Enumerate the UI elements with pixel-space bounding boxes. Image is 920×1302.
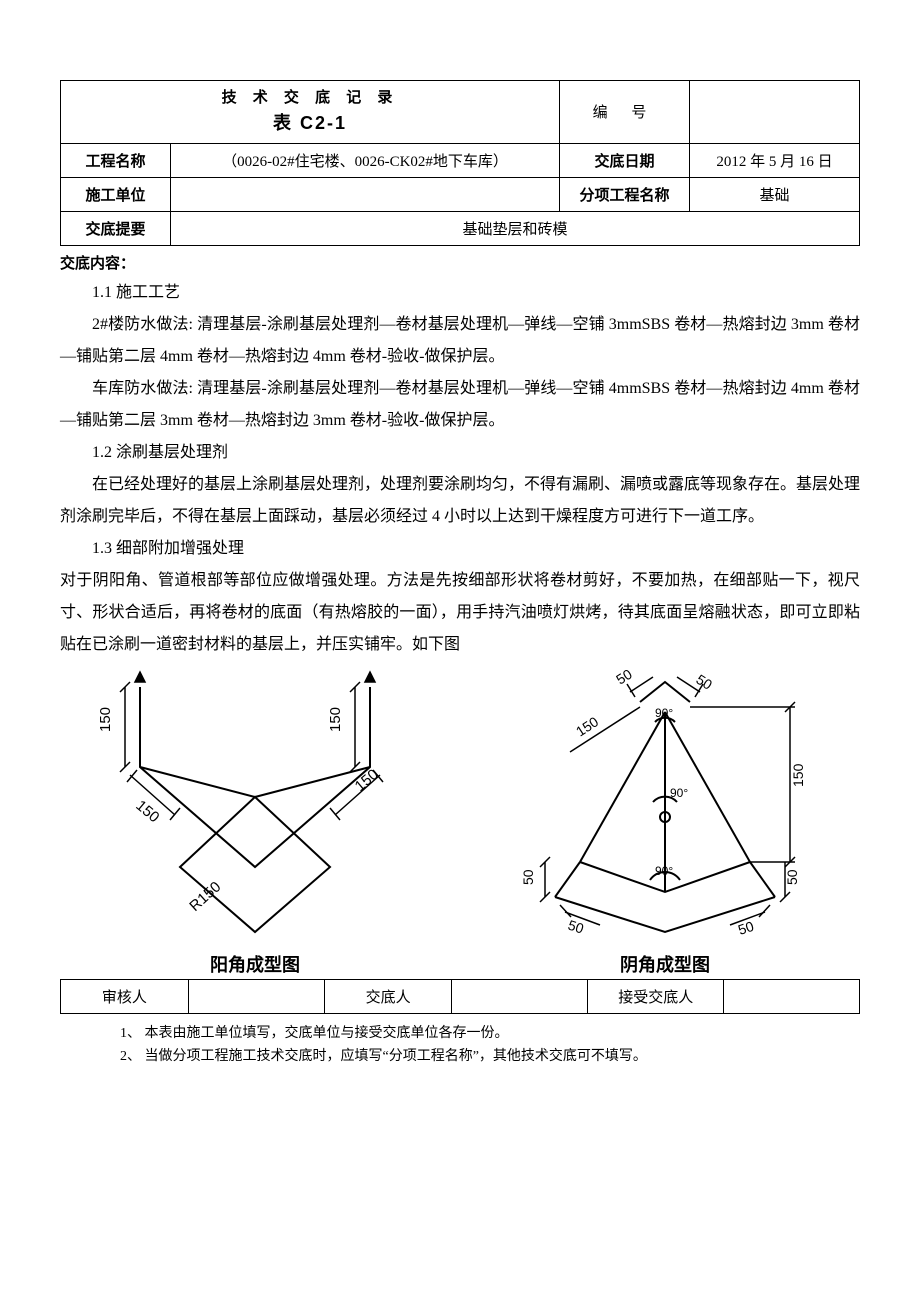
yangjiao-svg: 150 150 150 150 R150 bbox=[80, 667, 430, 947]
sign-table: 审核人 交底人 接受交底人 bbox=[60, 979, 860, 1014]
dim-r-50-lv: 50 bbox=[520, 869, 536, 885]
dim-150-dl: 150 bbox=[132, 797, 162, 826]
p-xibu: 对于阴阳角、管道根部等部位应做增强处理。方法是先按细部形状将卷材剪好，不要加热，… bbox=[60, 565, 860, 661]
dim-r-150-l: 150 bbox=[573, 713, 601, 739]
bianhao-label: 编 号 bbox=[560, 81, 690, 144]
sign-col-5 bbox=[724, 979, 860, 1013]
page: 技 术 交 底 记 录 表 C2-1 编 号 工程名称 （0026-02#住宅楼… bbox=[60, 80, 860, 1069]
p-1-1: 1.1 施工工艺 bbox=[60, 277, 860, 309]
row1-value2: 基础 bbox=[690, 177, 860, 211]
content-body: 1.1 施工工艺 2#楼防水做法: 清理基层-涂刷基层处理剂—卷材基层处理机—弹… bbox=[60, 277, 860, 661]
diagram-yangjiao: 150 150 150 150 R150 阳角成型图 bbox=[60, 667, 450, 977]
sign-col-1 bbox=[188, 979, 324, 1013]
content-label: 交底内容： bbox=[60, 252, 860, 273]
ang-90-1: 90° bbox=[655, 706, 673, 720]
row0-label2: 交底日期 bbox=[560, 143, 690, 177]
p-1-3: 1.3 细部附加增强处理 bbox=[60, 533, 860, 565]
tiyao-label: 交底提要 bbox=[61, 211, 171, 245]
yangjiao-caption: 阳角成型图 bbox=[60, 951, 450, 977]
header-table: 技 术 交 底 记 录 表 C2-1 编 号 工程名称 （0026-02#住宅楼… bbox=[60, 80, 860, 246]
p-cheku: 车库防水做法: 清理基层-涂刷基层处理剂—卷材基层处理机—弹线—空铺 4mmSB… bbox=[60, 373, 860, 437]
sign-col-2: 交底人 bbox=[324, 979, 452, 1013]
bianhao-value bbox=[690, 81, 860, 144]
doc-title: 技 术 交 底 记 录 bbox=[222, 89, 399, 106]
notes: 1、 本表由施工单位填写，交底单位与接受交底单位各存一份。 2、 当做分项工程施… bbox=[60, 1022, 860, 1070]
dim-150-r: 150 bbox=[327, 706, 344, 731]
row1-value bbox=[171, 177, 560, 211]
p-tubrush: 在已经处理好的基层上涂刷基层处理剂，处理剂要涂刷均匀，不得有漏刷、漏喷或露底等现… bbox=[60, 469, 860, 533]
doc-subtitle: 表 C2-1 bbox=[69, 110, 551, 137]
ang-90-3: 90° bbox=[655, 864, 673, 878]
row0-value2: 2012 年 5 月 16 日 bbox=[690, 143, 860, 177]
yinjiao-svg: 50 50 150 150 50 50 50 50 90° 90° 90° bbox=[485, 667, 845, 947]
row1-label: 施工单位 bbox=[61, 177, 171, 211]
dim-r-50-rv: 50 bbox=[784, 869, 800, 885]
p-1-2: 1.2 涂刷基层处理剂 bbox=[60, 437, 860, 469]
title-cell: 技 术 交 底 记 录 表 C2-1 bbox=[61, 81, 560, 144]
dim-150-l: 150 bbox=[97, 706, 114, 731]
tiyao-value: 基础垫层和砖模 bbox=[171, 211, 860, 245]
note-2: 2、 当做分项工程施工技术交底时，应填写“分项工程名称”，其他技术交底可不填写。 bbox=[120, 1045, 860, 1069]
sign-col-3 bbox=[452, 979, 588, 1013]
diagram-yinjiao: 50 50 150 150 50 50 50 50 90° 90° 90° 阴角… bbox=[470, 667, 860, 977]
row0-value: （0026-02#住宅楼、0026-CK02#地下车库） bbox=[171, 143, 560, 177]
dim-r-150-r: 150 bbox=[790, 763, 806, 787]
dim-r-50-bl: 50 bbox=[566, 916, 586, 936]
note-1: 1、 本表由施工单位填写，交底单位与接受交底单位各存一份。 bbox=[120, 1022, 860, 1046]
dim-r-50-br: 50 bbox=[736, 917, 756, 937]
diagram-row: 150 150 150 150 R150 阳角成型图 bbox=[60, 667, 860, 977]
row0-label: 工程名称 bbox=[61, 143, 171, 177]
sign-col-4: 接受交底人 bbox=[588, 979, 724, 1013]
dim-r150: R150 bbox=[186, 878, 224, 915]
p-2lou: 2#楼防水做法: 清理基层-涂刷基层处理剂—卷材基层处理机—弹线—空铺 3mmS… bbox=[60, 309, 860, 373]
ang-90-2: 90° bbox=[670, 786, 688, 800]
yinjiao-caption: 阴角成型图 bbox=[470, 951, 860, 977]
row1-label2: 分项工程名称 bbox=[560, 177, 690, 211]
sign-col-0: 审核人 bbox=[61, 979, 189, 1013]
dim-r-50-tl: 50 bbox=[613, 667, 635, 688]
